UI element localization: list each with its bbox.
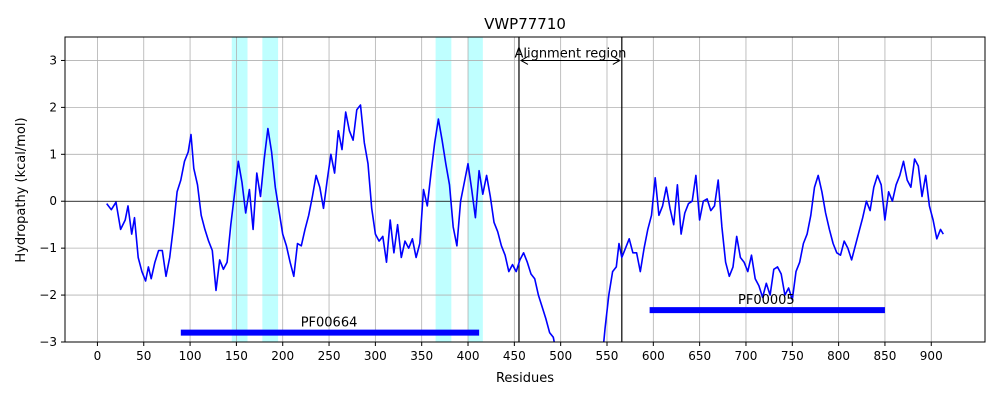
highlight-band-0 [231, 37, 248, 342]
x-tick-label: 600 [642, 349, 665, 363]
annotations: Alignment region PF00664 PF00005 [301, 46, 795, 330]
domain-label-0: PF00664 [301, 316, 358, 331]
x-tick-label: 500 [549, 349, 572, 363]
x-tick-label: 350 [410, 349, 433, 363]
x-tick-label: 450 [503, 349, 526, 363]
y-tick-label: 2 [49, 100, 57, 114]
domain-label-1: PF00005 [738, 293, 795, 308]
x-tick-label: 750 [781, 349, 804, 363]
x-tick-label: 300 [364, 349, 387, 363]
alignment-region-label: Alignment region [514, 46, 626, 61]
alignment-arrow-left-head [519, 56, 529, 65]
y-tick-label: 3 [49, 53, 57, 67]
x-tick-label: 200 [271, 349, 294, 363]
domain-bars [180, 307, 885, 336]
y-axis-label: Hydropathy (kcal/mol) [14, 117, 29, 262]
alignment-region-lines [518, 37, 623, 342]
y-tick-label: −1 [39, 241, 57, 255]
x-tick-label: 800 [827, 349, 850, 363]
x-tick-label: 250 [318, 349, 341, 363]
x-tick-label: 0 [94, 349, 102, 363]
x-tick-label: 850 [873, 349, 896, 363]
x-tick-label: 900 [920, 349, 943, 363]
highlight-bands [231, 37, 483, 342]
x-axis-ticks: 0 50 100 150 200 250 300 350 400 450 500 550 600 650 7… [94, 342, 943, 363]
plot-frame [64, 36, 986, 343]
hydropathy-series-line [106, 104, 944, 342]
x-tick-label: 50 [136, 349, 151, 363]
y-tick-label: 0 [49, 194, 57, 208]
x-tick-label: 150 [225, 349, 248, 363]
x-tick-label: 100 [179, 349, 202, 363]
x-tick-label: 700 [735, 349, 758, 363]
highlight-band-2 [435, 37, 452, 342]
x-axis-label: Residues [496, 371, 554, 386]
alignment-arrow-right-head [612, 56, 621, 65]
x-tick-label: 400 [457, 349, 480, 363]
y-tick-label: −3 [39, 335, 57, 349]
y-tick-label: −2 [39, 288, 57, 302]
y-axis-ticks: −3 −2 −1 0 1 2 3 [39, 53, 65, 349]
x-tick-label: 550 [596, 349, 619, 363]
chart-title: VWP77710 [484, 15, 566, 33]
highlight-band-3 [468, 37, 483, 342]
highlight-band-1 [262, 37, 279, 342]
x-tick-label: 650 [688, 349, 711, 363]
y-tick-label: 1 [49, 147, 57, 161]
